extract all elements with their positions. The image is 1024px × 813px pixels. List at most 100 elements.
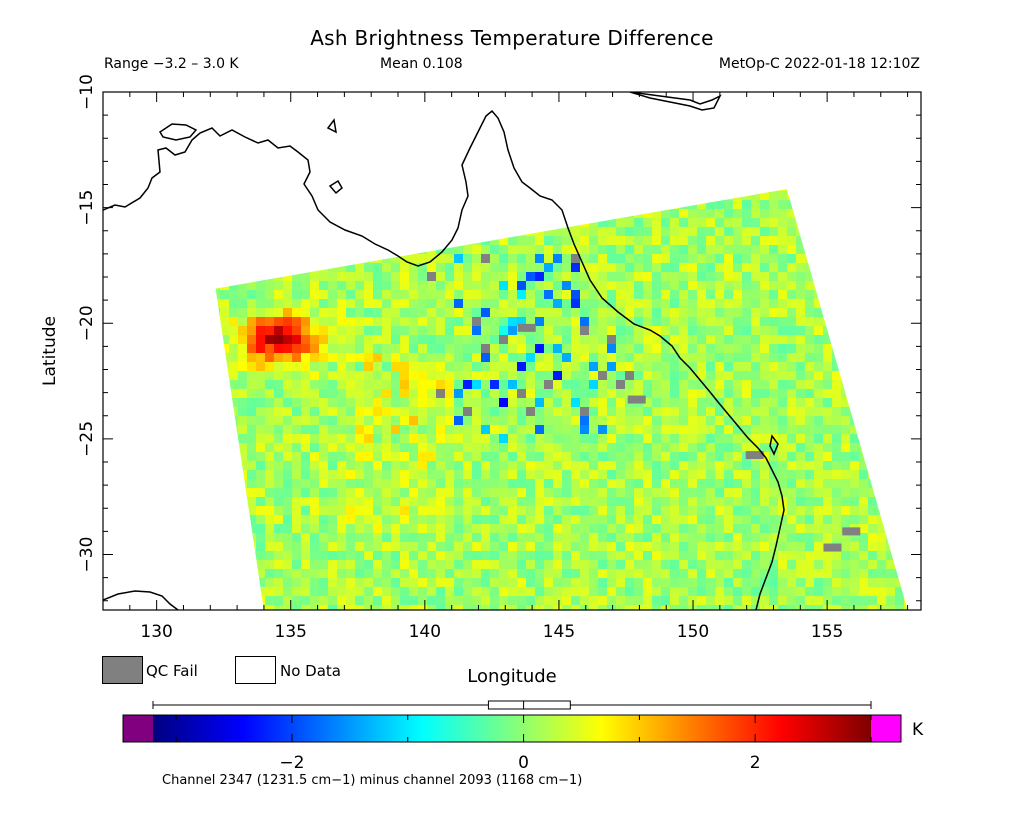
heatmap-cell (166, 110, 175, 119)
heatmap-cell (544, 164, 553, 173)
heatmap-cell (202, 272, 211, 281)
heatmap-cell (328, 425, 337, 434)
heatmap-cell (688, 533, 697, 542)
heatmap-cell (454, 317, 463, 326)
heatmap-cell (832, 335, 841, 344)
heatmap-cell (166, 407, 175, 416)
heatmap-cell (724, 434, 733, 443)
heatmap-cell (355, 470, 364, 479)
heatmap-cell (679, 497, 688, 506)
heatmap-cell (265, 515, 274, 524)
heatmap-cell (814, 551, 823, 560)
heatmap-cell (247, 173, 256, 182)
heatmap-cell (868, 335, 877, 344)
heatmap-cell (535, 335, 544, 344)
heatmap-cell (616, 263, 625, 272)
heatmap-cell (832, 326, 841, 335)
heatmap-cell (508, 506, 517, 515)
heatmap-cell (319, 272, 328, 281)
heatmap-cell (598, 317, 607, 326)
heatmap-cell (760, 110, 769, 119)
heatmap-cell (571, 146, 580, 155)
heatmap-cell (301, 569, 310, 578)
heatmap-cell (652, 506, 661, 515)
heatmap-cell (283, 380, 292, 389)
heatmap-cell (202, 524, 211, 533)
heatmap-cell (769, 443, 778, 452)
heatmap-cell (355, 254, 364, 263)
heatmap-cell (220, 227, 229, 236)
heatmap-cell (769, 452, 778, 461)
heatmap-cell (589, 344, 598, 353)
heatmap-cell (760, 119, 769, 128)
heatmap-cell (157, 533, 166, 542)
heatmap-cell (346, 272, 355, 281)
heatmap-cell (877, 506, 886, 515)
heatmap-cell (751, 173, 760, 182)
heatmap-cell (337, 146, 346, 155)
heatmap-cell (895, 101, 904, 110)
heatmap-cell (166, 551, 175, 560)
heatmap-cell (292, 434, 301, 443)
heatmap-cell (895, 227, 904, 236)
heatmap-cell (373, 101, 382, 110)
heatmap-cell (724, 479, 733, 488)
heatmap-cell (328, 272, 337, 281)
heatmap-cell (364, 524, 373, 533)
heatmap-cell (661, 218, 670, 227)
heatmap-cell (697, 335, 706, 344)
heatmap-cell (562, 488, 571, 497)
heatmap-cell (553, 146, 562, 155)
heatmap-cell (373, 155, 382, 164)
heatmap-cell (337, 326, 346, 335)
heatmap-cell (103, 398, 112, 407)
heatmap-cell (805, 299, 814, 308)
heatmap-cell (589, 362, 598, 371)
heatmap-cell (670, 470, 679, 479)
heatmap-cell (139, 137, 148, 146)
heatmap-cell (634, 407, 643, 416)
heatmap-cell (643, 371, 652, 380)
heatmap-cell (634, 236, 643, 245)
heatmap-cell (616, 569, 625, 578)
heatmap-cell (571, 551, 580, 560)
heatmap-cell (526, 434, 535, 443)
heatmap-cell (193, 209, 202, 218)
heatmap-cell (571, 479, 580, 488)
heatmap-cell (373, 128, 382, 137)
heatmap-cell (328, 515, 337, 524)
heatmap-cell (679, 164, 688, 173)
heatmap-cell (301, 272, 310, 281)
heatmap-cell (148, 308, 157, 317)
heatmap-cell (247, 506, 256, 515)
heatmap-cell (706, 146, 715, 155)
heatmap-cell (373, 362, 382, 371)
heatmap-cell (310, 173, 319, 182)
heatmap-cell (337, 353, 346, 362)
heatmap-cell (499, 335, 508, 344)
heatmap-cell (346, 254, 355, 263)
heatmap-cell (220, 551, 229, 560)
heatmap-cell (472, 569, 481, 578)
heatmap-cell (589, 119, 598, 128)
heatmap-cell (670, 272, 679, 281)
heatmap-cell (679, 191, 688, 200)
heatmap-cell (373, 488, 382, 497)
heatmap-cell (841, 281, 850, 290)
heatmap-cell (904, 461, 908, 470)
heatmap-cell (283, 299, 292, 308)
heatmap-cell (724, 371, 733, 380)
heatmap-cell (346, 479, 355, 488)
heatmap-cell (481, 236, 490, 245)
heatmap-cell (544, 443, 553, 452)
heatmap-cell (418, 434, 427, 443)
heatmap-cell (454, 506, 463, 515)
heatmap-cell (184, 434, 193, 443)
heatmap-cell (508, 425, 517, 434)
heatmap-cell (328, 281, 337, 290)
heatmap-cell (148, 551, 157, 560)
heatmap-cell (481, 344, 490, 353)
heatmap-cell (215, 200, 220, 209)
heatmap-cell (598, 344, 607, 353)
heatmap-cell (517, 389, 526, 398)
